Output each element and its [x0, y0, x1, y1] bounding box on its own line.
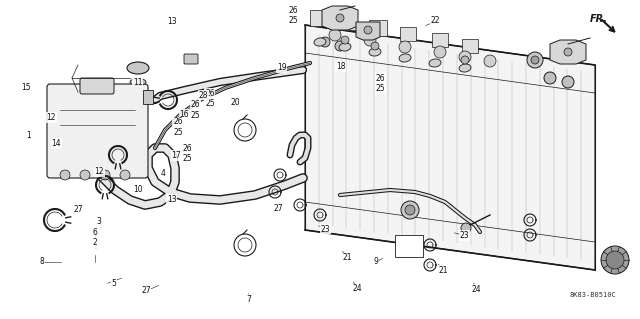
Text: 1: 1 — [26, 131, 31, 140]
Circle shape — [329, 29, 341, 41]
Text: 22: 22 — [431, 16, 440, 25]
Text: 25: 25 — [182, 154, 192, 163]
Polygon shape — [356, 22, 380, 40]
Text: 27: 27 — [73, 205, 83, 214]
Text: FR.: FR. — [590, 14, 608, 24]
Circle shape — [341, 36, 349, 44]
Text: 26: 26 — [376, 74, 386, 83]
Text: 13: 13 — [166, 195, 177, 204]
Circle shape — [371, 42, 379, 50]
Bar — [369, 20, 387, 36]
Text: 6: 6 — [92, 228, 97, 237]
Circle shape — [60, 170, 70, 180]
Circle shape — [461, 223, 471, 233]
Text: 16: 16 — [179, 110, 189, 119]
Bar — [143, 90, 153, 104]
Text: 5: 5 — [111, 279, 116, 288]
Circle shape — [562, 76, 574, 88]
Circle shape — [401, 201, 419, 219]
Text: 27: 27 — [273, 204, 284, 213]
Text: 24: 24 — [472, 285, 482, 294]
Text: 21: 21 — [438, 266, 447, 275]
Ellipse shape — [399, 54, 411, 62]
Text: 26: 26 — [173, 117, 183, 126]
Circle shape — [405, 205, 415, 215]
Circle shape — [564, 48, 572, 56]
Text: 14: 14 — [51, 139, 61, 148]
Text: 4: 4 — [161, 169, 166, 178]
Circle shape — [320, 37, 330, 47]
Text: 15: 15 — [20, 83, 31, 92]
Bar — [339, 14, 357, 30]
Text: 28: 28 — [199, 91, 208, 100]
Ellipse shape — [130, 78, 146, 85]
Text: 26: 26 — [205, 89, 215, 98]
Text: 25: 25 — [205, 99, 215, 108]
Circle shape — [601, 246, 629, 274]
Circle shape — [434, 46, 446, 58]
Circle shape — [531, 56, 539, 64]
Text: 10: 10 — [132, 185, 143, 194]
Text: 20: 20 — [230, 98, 241, 107]
Text: 19: 19 — [276, 63, 287, 72]
Text: 17: 17 — [171, 151, 181, 160]
Circle shape — [606, 251, 624, 269]
Bar — [400, 27, 416, 41]
FancyBboxPatch shape — [47, 84, 148, 178]
Circle shape — [364, 26, 372, 34]
Text: 8K83-B0510C: 8K83-B0510C — [570, 292, 617, 298]
Circle shape — [459, 51, 471, 63]
Bar — [432, 33, 448, 47]
Text: 8: 8 — [39, 257, 44, 266]
Text: 26: 26 — [190, 100, 200, 109]
Polygon shape — [322, 6, 358, 30]
Text: 21: 21 — [342, 253, 351, 262]
Ellipse shape — [429, 59, 441, 67]
Circle shape — [364, 34, 376, 46]
Text: 23: 23 — [320, 225, 330, 234]
Text: 25: 25 — [288, 16, 298, 25]
Text: 18: 18 — [336, 63, 345, 71]
Polygon shape — [550, 40, 586, 64]
Ellipse shape — [339, 43, 351, 51]
Bar — [462, 39, 478, 53]
FancyBboxPatch shape — [184, 54, 198, 64]
Circle shape — [544, 72, 556, 84]
Circle shape — [100, 170, 110, 180]
Text: 9: 9 — [374, 257, 379, 266]
Text: 26: 26 — [288, 6, 298, 15]
Text: 25: 25 — [376, 84, 386, 93]
Ellipse shape — [369, 48, 381, 56]
Circle shape — [461, 56, 469, 64]
Circle shape — [484, 55, 496, 67]
Circle shape — [336, 14, 344, 22]
Text: 7: 7 — [246, 295, 251, 304]
Bar — [395, 235, 423, 257]
Ellipse shape — [314, 38, 326, 46]
Ellipse shape — [127, 62, 149, 74]
Circle shape — [399, 41, 411, 53]
Bar — [310, 10, 330, 26]
Text: 2: 2 — [92, 238, 97, 247]
Text: 26: 26 — [182, 144, 192, 153]
Text: 3: 3 — [97, 217, 102, 226]
Text: 13: 13 — [166, 17, 177, 26]
Text: 23: 23 — [459, 231, 469, 240]
Circle shape — [335, 41, 345, 51]
Text: 11: 11 — [133, 78, 142, 87]
Circle shape — [527, 52, 543, 68]
Text: 24: 24 — [352, 284, 362, 293]
Text: 27: 27 — [141, 286, 151, 295]
FancyBboxPatch shape — [80, 78, 114, 94]
Polygon shape — [305, 25, 595, 270]
Text: 25: 25 — [190, 111, 200, 120]
Ellipse shape — [459, 64, 471, 72]
Circle shape — [80, 170, 90, 180]
Text: 25: 25 — [173, 128, 183, 137]
Circle shape — [120, 170, 130, 180]
Text: 12: 12 — [47, 113, 56, 122]
Text: 12: 12 — [95, 167, 104, 176]
